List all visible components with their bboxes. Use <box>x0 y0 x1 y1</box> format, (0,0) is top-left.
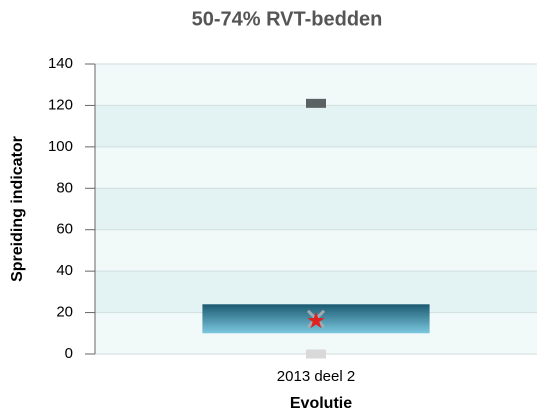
y-axis-label: Spreiding indicator <box>9 136 26 282</box>
y-tick-label: 40 <box>56 262 73 279</box>
x-tick-label: 2013 deel 2 <box>277 368 355 385</box>
y-tick-label: 60 <box>56 221 73 238</box>
y-tick-label: 80 <box>56 179 73 196</box>
max-marker <box>306 98 326 108</box>
band <box>95 229 537 272</box>
y-tick-label: 0 <box>65 345 73 362</box>
band <box>95 64 537 106</box>
y-tick-label: 20 <box>56 304 73 321</box>
y-tick-label: 140 <box>48 55 73 72</box>
chart-title: 50-74% RVT-bedden <box>192 8 383 30</box>
band <box>95 188 537 230</box>
band <box>95 105 537 147</box>
value-marker <box>307 311 325 329</box>
y-tick-label: 100 <box>48 138 73 155</box>
x-axis-label: Evolutie <box>290 395 352 412</box>
y-tick-label: 120 <box>48 96 73 113</box>
band <box>95 146 537 189</box>
min-marker <box>306 349 326 359</box>
